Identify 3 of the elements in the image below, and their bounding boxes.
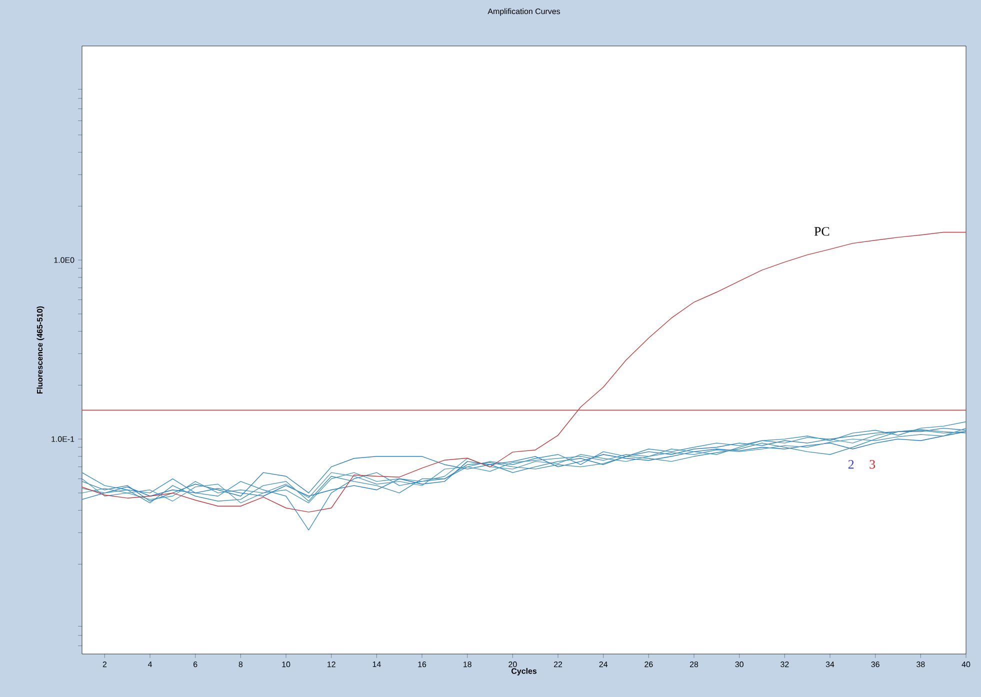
annotation: PC [814,227,830,236]
annotation: 3 [870,460,876,469]
annotation: 2 [848,460,854,469]
